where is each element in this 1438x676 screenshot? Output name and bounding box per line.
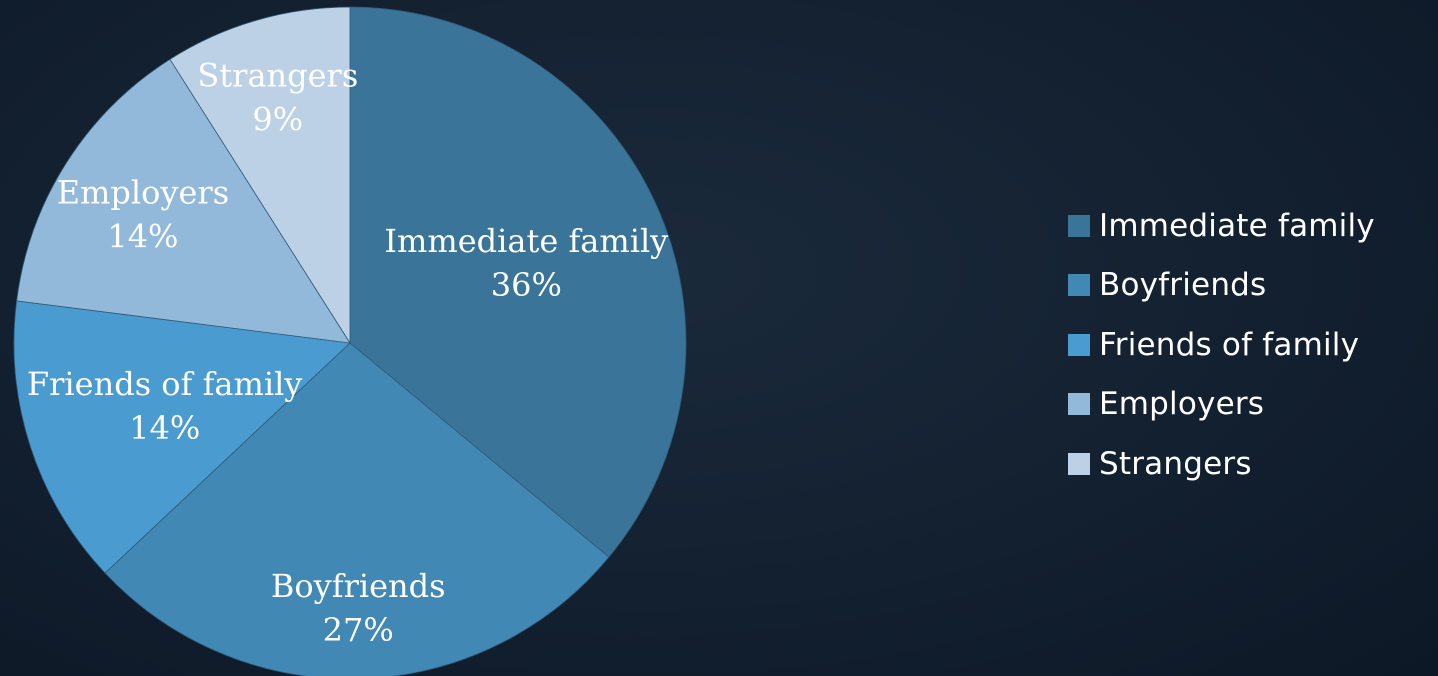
slice-value-strangers: 9% xyxy=(252,101,303,139)
pie-slice-boyfriends xyxy=(104,342,610,676)
legend: Immediate family Boyfriends Friends of fam… xyxy=(1068,196,1375,494)
pie-slice-immediate-family xyxy=(349,6,687,558)
legend-swatch xyxy=(1068,274,1090,297)
slice-value-boyfriends: 27% xyxy=(323,611,394,649)
pie-chart: Immediate family 36% Boyfriends 27% Friends … xyxy=(13,6,687,676)
legend-item-employers: Employers xyxy=(1068,375,1375,435)
legend-label: Immediate family xyxy=(1099,207,1375,244)
slice-value-employers: 14% xyxy=(107,218,178,256)
legend-item-immediate-family: Immediate family xyxy=(1068,196,1375,256)
legend-label: Strangers xyxy=(1099,445,1252,482)
legend-swatch xyxy=(1068,393,1090,416)
legend-item-strangers: Strangers xyxy=(1068,434,1375,494)
slice-label-friends-of-family: Friends of family xyxy=(27,365,302,403)
legend-item-boyfriends: Boyfriends xyxy=(1068,256,1375,316)
slice-label-strangers: Strangers xyxy=(197,57,358,95)
slice-label-employers: Employers xyxy=(57,174,229,212)
slice-value-friends-of-family: 14% xyxy=(129,409,200,447)
legend-swatch xyxy=(1068,333,1090,356)
legend-label: Employers xyxy=(1099,386,1265,423)
legend-swatch xyxy=(1068,452,1090,475)
legend-swatch xyxy=(1068,214,1090,237)
legend-label: Boyfriends xyxy=(1099,267,1267,304)
slice-value-immediate-family: 36% xyxy=(491,266,562,304)
slice-label-immediate-family: Immediate family xyxy=(384,222,668,260)
slice-label-boyfriends: Boyfriends xyxy=(271,567,446,605)
legend-item-friends-of-family: Friends of family xyxy=(1068,315,1375,375)
pie-slice-friends-of-family xyxy=(13,300,351,574)
legend-label: Friends of family xyxy=(1099,326,1360,363)
pie-slice-strangers xyxy=(169,6,351,345)
pie-slice-employers xyxy=(16,58,351,344)
